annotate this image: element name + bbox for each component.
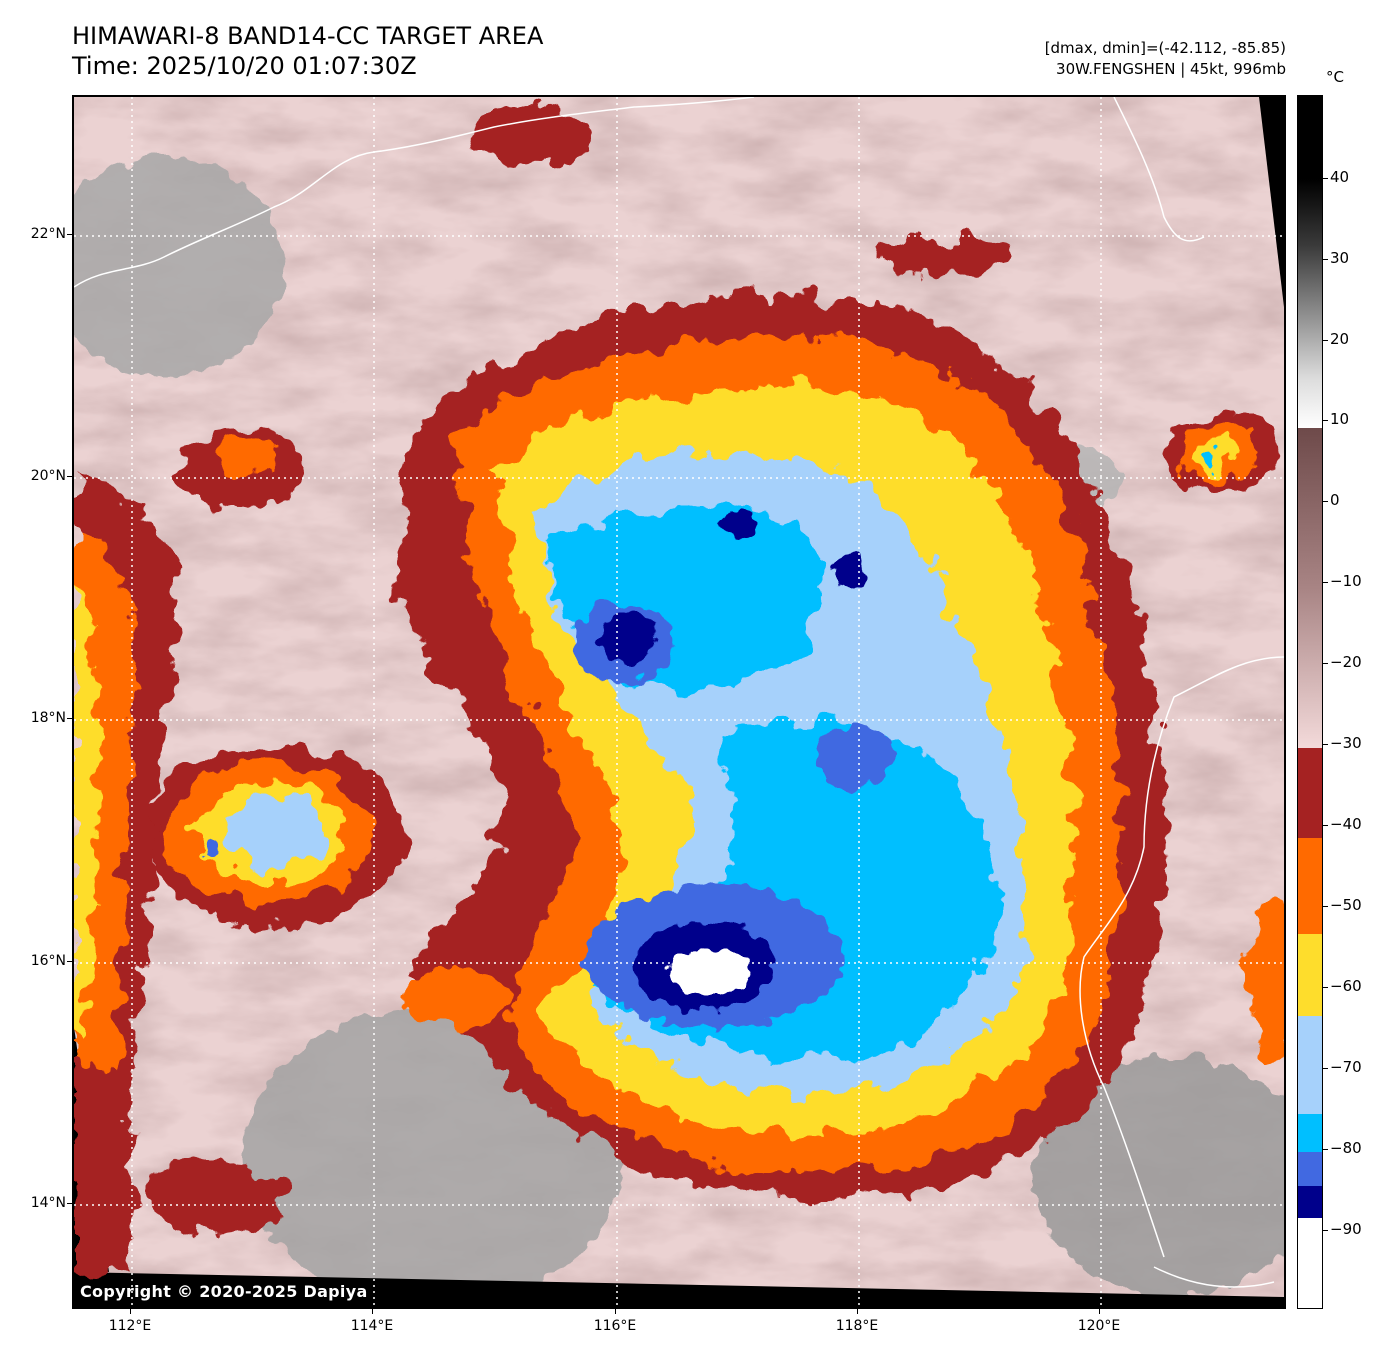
lon-tick bbox=[130, 1309, 131, 1314]
ir-imagery bbox=[74, 97, 1284, 1307]
colorbar-tick bbox=[1323, 1149, 1328, 1150]
lat-label-14: 14°N bbox=[30, 1195, 66, 1211]
colorbar-tick-label: 30 bbox=[1330, 249, 1350, 267]
colorbar-tick bbox=[1323, 178, 1328, 179]
no-data-strip-bottom bbox=[74, 1272, 1284, 1307]
colorbar-tick-label: 40 bbox=[1330, 168, 1350, 186]
storm-info: 30W.FENGSHEN | 45kt, 996mb bbox=[1056, 60, 1286, 78]
lat-label-22: 22°N bbox=[30, 226, 66, 242]
colorbar-tick bbox=[1323, 906, 1328, 907]
colorbar-tick-label: 10 bbox=[1330, 410, 1350, 428]
graticule bbox=[74, 97, 1284, 1307]
lon-tick bbox=[1099, 1309, 1100, 1314]
coastlines bbox=[74, 97, 1284, 1288]
colorbar-tick-label: −60 bbox=[1330, 977, 1362, 995]
colorbar-tick bbox=[1323, 501, 1328, 502]
western-cell bbox=[144, 747, 404, 927]
colorbar-tick-label: −20 bbox=[1330, 653, 1362, 671]
left-edge-band bbox=[74, 477, 180, 1277]
colorbar-tick-label: −50 bbox=[1330, 896, 1362, 914]
lon-tick bbox=[615, 1309, 616, 1314]
lon-tick bbox=[857, 1309, 858, 1314]
lon-label-118: 118°E bbox=[835, 1318, 879, 1334]
copyright-text: Copyright © 2020-2025 Dapiya bbox=[80, 1282, 368, 1301]
lat-label-18: 18°N bbox=[30, 710, 66, 726]
band-minus85-north bbox=[601, 611, 657, 663]
lat-tick bbox=[67, 1203, 72, 1204]
colorbar-tick-label: −30 bbox=[1330, 734, 1362, 752]
timestamp: Time: 2025/10/20 01:07:30Z bbox=[72, 52, 417, 80]
colorbar-tick-label: −90 bbox=[1330, 1220, 1362, 1238]
coldest-tops bbox=[574, 511, 894, 1027]
colorbar-tick-label: 0 bbox=[1330, 491, 1340, 509]
convective-core bbox=[394, 294, 1166, 1199]
colorbar-tick bbox=[1323, 987, 1328, 988]
lon-tick bbox=[372, 1309, 373, 1314]
colorbar bbox=[1297, 95, 1323, 1309]
colorbar-tick bbox=[1323, 825, 1328, 826]
colorbar-tick bbox=[1323, 1230, 1328, 1231]
colorbar-tick-label: −10 bbox=[1330, 572, 1362, 590]
lat-label-20: 20°N bbox=[30, 468, 66, 484]
colorbar-tick bbox=[1323, 259, 1328, 260]
lon-label-114: 114°E bbox=[350, 1318, 394, 1334]
lat-tick bbox=[67, 718, 72, 719]
colorbar-tick bbox=[1323, 420, 1328, 421]
colorbar-tick bbox=[1323, 663, 1328, 664]
lat-tick bbox=[67, 476, 72, 477]
satellite-image: Copyright © 2020-2025 Dapiya bbox=[72, 95, 1286, 1309]
colorbar-tick-label: 20 bbox=[1330, 330, 1350, 348]
colorbar-tick-label: −40 bbox=[1330, 815, 1362, 833]
chart-title: HIMAWARI-8 BAND14-CC TARGET AREA bbox=[72, 22, 544, 50]
temperature-range: [dmax, dmin]=(-42.112, -85.85) bbox=[1044, 39, 1286, 57]
colorbar-tick-label: −80 bbox=[1330, 1139, 1362, 1157]
colorbar-tick bbox=[1323, 582, 1328, 583]
colorbar-tick bbox=[1323, 340, 1328, 341]
no-data-strip-right bbox=[1259, 97, 1284, 307]
colorbar-tick bbox=[1323, 744, 1328, 745]
band-below-minus85 bbox=[669, 950, 749, 994]
lat-tick bbox=[67, 234, 72, 235]
lon-label-120: 120°E bbox=[1077, 1318, 1121, 1334]
colorbar-tick bbox=[1323, 1068, 1328, 1069]
lat-label-16: 16°N bbox=[30, 953, 66, 969]
scattered-cells bbox=[144, 107, 1284, 1237]
lat-tick bbox=[67, 961, 72, 962]
lon-label-112: 112°E bbox=[108, 1318, 152, 1334]
colorbar-tick-label: −70 bbox=[1330, 1058, 1362, 1076]
lon-label-116: 116°E bbox=[593, 1318, 637, 1334]
colorbar-unit: °C bbox=[1326, 68, 1344, 86]
